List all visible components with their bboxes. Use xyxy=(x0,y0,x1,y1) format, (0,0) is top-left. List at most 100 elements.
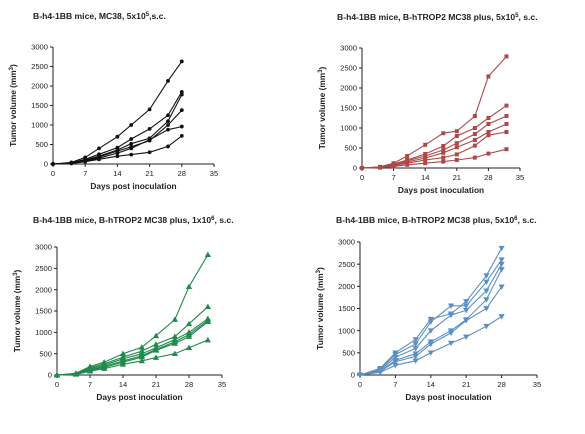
series-1 xyxy=(356,245,505,379)
x-tick-label: 28 xyxy=(185,380,193,389)
y-tick-label: 3000 xyxy=(35,243,52,252)
data-point xyxy=(86,368,94,374)
y-tick-label: 1000 xyxy=(35,328,52,337)
data-point xyxy=(441,150,446,155)
data-point xyxy=(472,155,477,160)
y-axis-label-main: Tumor volume (mm xyxy=(8,70,18,146)
y-axis-label: Tumor volume (mm3) xyxy=(315,267,325,350)
y-tick-label: 1500 xyxy=(31,101,48,110)
data-point xyxy=(441,144,446,148)
data-point xyxy=(454,145,459,150)
data-point xyxy=(97,157,101,162)
data-point xyxy=(101,365,108,371)
series-2 xyxy=(53,303,211,378)
data-point xyxy=(166,123,170,127)
data-point xyxy=(204,303,211,310)
data-point xyxy=(53,371,61,378)
data-point xyxy=(498,257,505,263)
chart-title: B-h4-1BB mice, B-hTROP2 MC38 plus, 5x105… xyxy=(337,12,538,22)
data-point xyxy=(412,346,419,352)
data-point xyxy=(463,334,470,340)
data-point xyxy=(447,303,455,309)
series-line xyxy=(361,56,507,169)
data-point xyxy=(171,333,178,339)
data-point xyxy=(498,267,505,273)
data-point xyxy=(152,341,160,347)
chart-title: B-h4-1BB mice, B-hTROP2 MC38 plus, 5x106… xyxy=(336,215,537,225)
series-6 xyxy=(356,314,505,379)
y-tick-label: 1000 xyxy=(31,121,48,130)
series-6 xyxy=(53,336,211,378)
data-point xyxy=(115,151,120,155)
data-point xyxy=(147,107,152,112)
y-tick-label: 1000 xyxy=(338,326,355,335)
y-tick-label: 500 xyxy=(35,140,48,149)
chart-title: B-h4-1BB mice, MC38, 5x105,s.c. xyxy=(33,11,166,21)
data-point xyxy=(483,323,490,330)
data-point xyxy=(166,79,170,83)
data-point xyxy=(454,152,459,157)
data-point xyxy=(427,319,434,325)
data-point xyxy=(412,341,419,348)
y-tick-label: 1500 xyxy=(338,304,355,313)
chart-title-suffix: , s.c. xyxy=(518,12,537,22)
data-point xyxy=(483,273,490,279)
data-point xyxy=(498,261,505,268)
data-point xyxy=(504,147,509,152)
y-tick-label: 2000 xyxy=(340,84,357,93)
data-point xyxy=(405,162,410,167)
chart-title-main: B-h4-1BB mice, MC38, 5x10 xyxy=(33,11,146,21)
y-tick-label: 2500 xyxy=(35,264,52,273)
data-point xyxy=(483,288,490,294)
data-point xyxy=(412,354,419,360)
data-point xyxy=(423,161,428,166)
data-point xyxy=(483,297,490,303)
x-tick-label: 28 xyxy=(178,169,186,178)
data-point xyxy=(447,340,455,347)
data-point xyxy=(498,314,505,320)
data-point xyxy=(486,130,491,134)
y-axis-label-superscript: 3 xyxy=(13,272,19,276)
x-axis-label: Days post inoculation xyxy=(405,392,491,402)
x-axis-label: Days post inoculation xyxy=(398,185,484,195)
data-point xyxy=(185,333,193,339)
x-tick-label: 21 xyxy=(462,380,470,389)
data-point xyxy=(179,108,184,113)
y-tick-label: 0 xyxy=(48,371,52,380)
data-point xyxy=(152,332,160,339)
data-point xyxy=(147,126,152,131)
data-point xyxy=(447,312,455,319)
x-tick-label: 21 xyxy=(453,173,461,182)
chart-title-superscript: 6 xyxy=(514,216,518,222)
data-point xyxy=(51,162,55,166)
data-point xyxy=(441,159,446,164)
y-tick-label: 500 xyxy=(39,349,52,358)
data-point xyxy=(472,132,477,136)
x-tick-label: 28 xyxy=(484,173,492,182)
data-point xyxy=(179,89,184,94)
data-point xyxy=(486,122,491,126)
y-axis-label-main: Tumor volume (mm xyxy=(315,273,325,349)
series-line xyxy=(361,115,507,169)
data-point xyxy=(138,353,145,360)
series-6 xyxy=(51,134,184,166)
data-point xyxy=(441,131,446,136)
data-point xyxy=(454,134,459,138)
data-point xyxy=(441,155,446,160)
data-point xyxy=(129,146,134,151)
y-tick-label: 2000 xyxy=(35,285,52,294)
data-point xyxy=(356,372,364,379)
data-point xyxy=(147,137,152,142)
data-point xyxy=(185,320,193,327)
y-tick-label: 3000 xyxy=(340,44,357,53)
data-point xyxy=(179,124,184,129)
data-point xyxy=(463,299,470,305)
data-point xyxy=(129,123,134,127)
y-tick-label: 2500 xyxy=(338,260,355,269)
data-point xyxy=(171,350,178,356)
data-point xyxy=(129,141,134,146)
x-tick-label: 28 xyxy=(497,380,505,389)
series-line xyxy=(56,339,209,376)
series-line xyxy=(56,254,209,376)
data-point xyxy=(204,336,211,343)
